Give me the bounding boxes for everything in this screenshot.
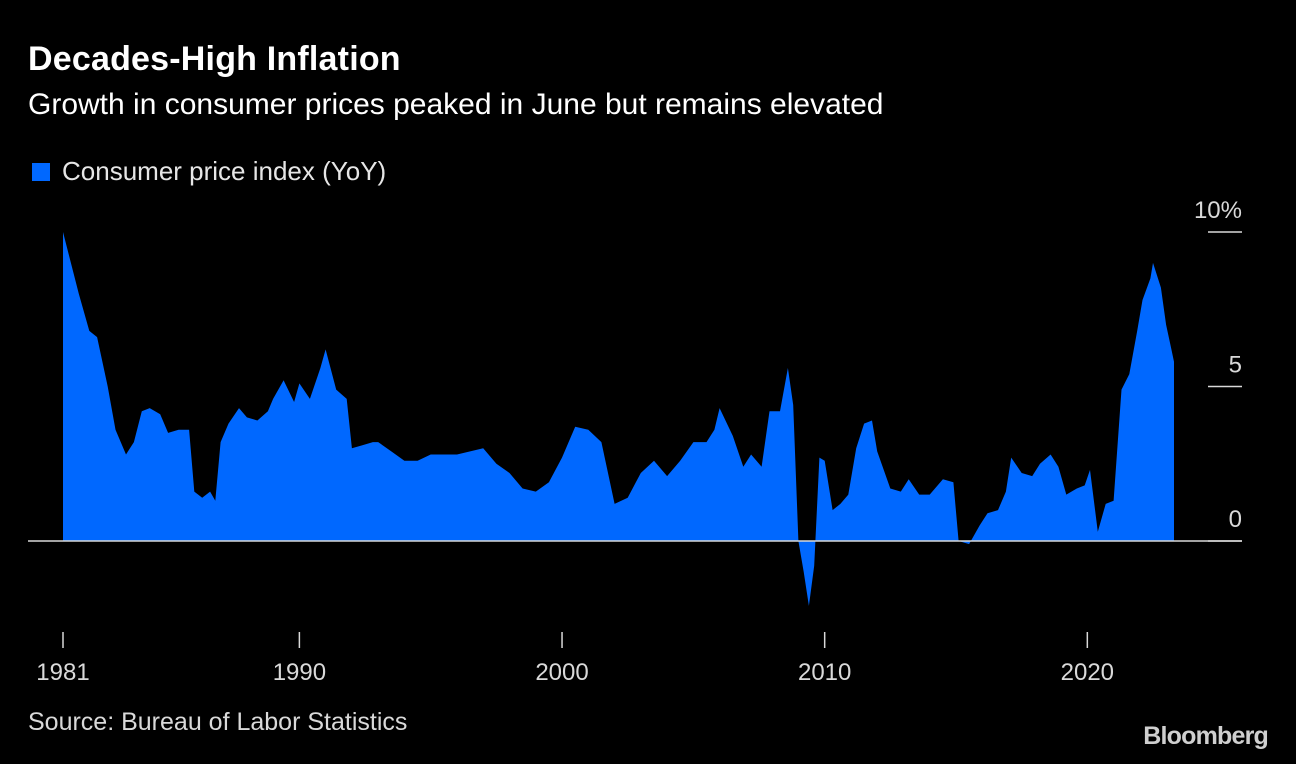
- y-tick-lines: [1208, 231, 1242, 542]
- legend-label: Consumer price index (YoY): [62, 156, 387, 186]
- cpi-area: [63, 232, 1174, 606]
- legend-swatch: [32, 162, 50, 181]
- x-tick-label: 1990: [273, 659, 326, 686]
- x-tick-label: 2010: [798, 659, 851, 686]
- y-tick-label: 5: [1229, 352, 1242, 379]
- y-tick-label: 0: [1229, 506, 1242, 533]
- legend: Consumer price index (YoY): [32, 156, 386, 187]
- x-tick-label: 2000: [535, 659, 588, 686]
- y-axis: 0 5 10%: [1194, 197, 1242, 533]
- source-note: Source: Bureau of Labor Statistics: [28, 708, 408, 736]
- x-tick-label: 1981: [36, 659, 89, 686]
- y-tick-label: 10%: [1194, 197, 1242, 224]
- chart-subtitle: Growth in consumer prices peaked in June…: [28, 88, 884, 121]
- x-axis: 1981 1990 2000 2010 2020: [36, 632, 1114, 686]
- bloomberg-logo: Bloomberg: [1143, 722, 1269, 750]
- chart-title: Decades-High Inflation: [28, 40, 401, 78]
- x-tick-label: 2020: [1061, 659, 1114, 686]
